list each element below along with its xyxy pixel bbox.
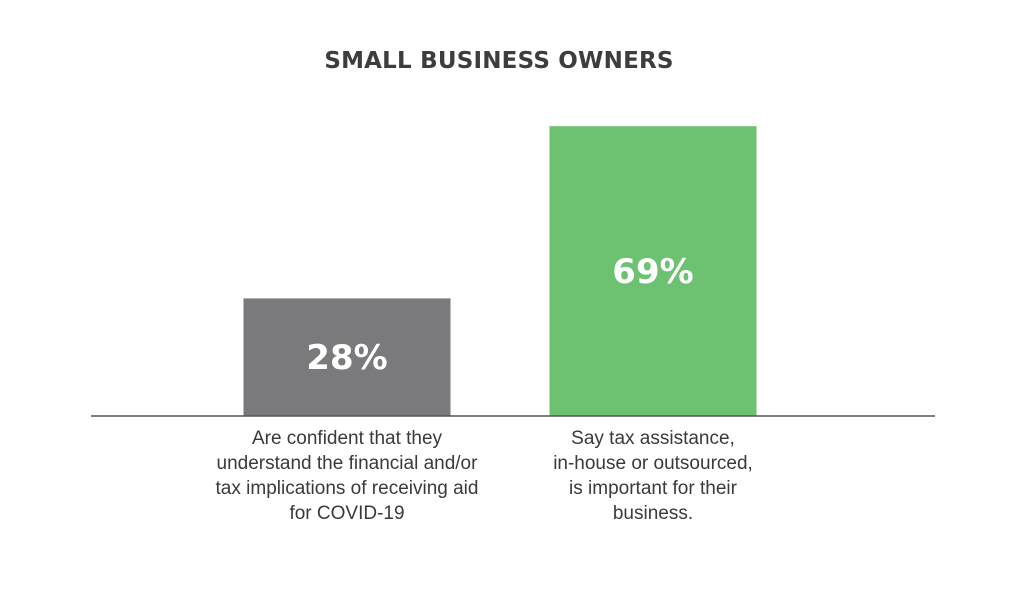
bar-value-label-1: 28% [306,338,387,378]
bar-1 [243,298,451,416]
category-label-1: Are confident that they understand the fi… [215,428,479,524]
bars-layer: 28% 69% [243,126,757,416]
chart-title: SMALL BUSINESS OWNERS [324,48,673,74]
bar-value-label-2: 69% [612,252,693,292]
bar-2 [549,126,757,416]
category-label-2: Say tax assistance, in-house or outsource… [553,428,753,524]
